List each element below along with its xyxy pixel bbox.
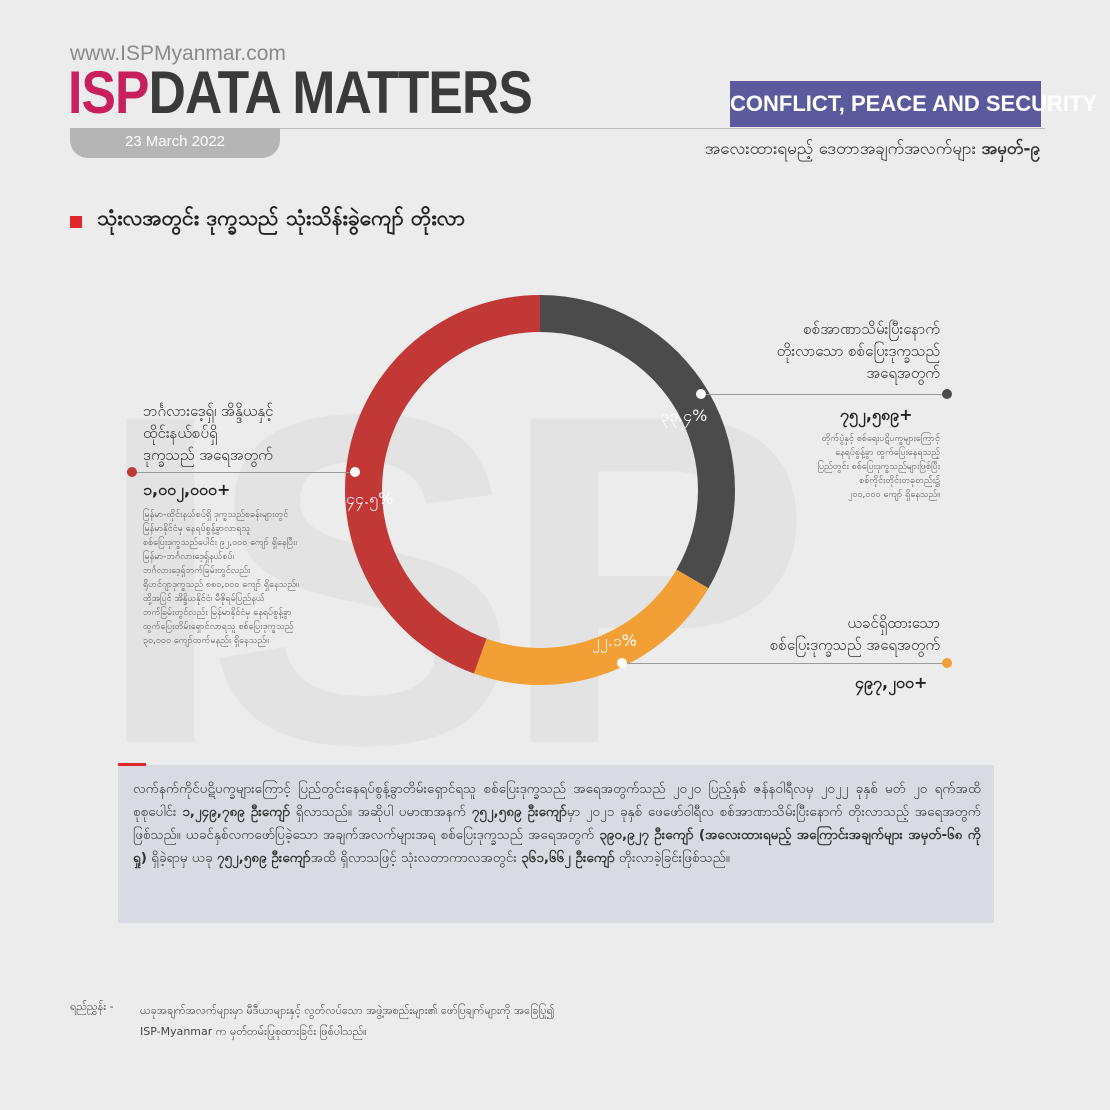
label-border-2: ထိုင်းနယ်စပ်ရှိ	[143, 424, 218, 442]
note-border-7: ထို့အပြင် အိန္ဒိယနိုင်ငံ၊ မီဇိုရမ်ပြည်နယ…	[143, 594, 265, 604]
note-border-9: ထွက်ပြေးတိမ်းရှောင်လာရသူ စစ်ပြေးဒုက္ခသည်	[143, 622, 294, 632]
endpoint-border	[127, 467, 137, 477]
summary-paragraph: လက်နက်ကိုင်ပဋိပက္ခများကြောင့် ပြည်တွင်းန…	[133, 778, 981, 870]
note-border-2: မြန်မာနိုင်ငံမှ နေရပ်စွန့်ခွာလာရသူ	[143, 524, 251, 534]
label-border-3: ဒုက္ခသည် အရေအတွက်	[143, 446, 273, 464]
note-border-1: မြန်မာ-ထိုင်းနယ်စပ်ရှိ ဒုက္ခသည်စခန်းများ…	[143, 510, 289, 520]
summary-text-5: အထိ ရှိလာသဖြင့် သုံးလတာကာလအတွင်း	[310, 850, 522, 866]
note-post-coup-3: ပြည်တွင်း စစ်ပြေးဒုက္ခသည်များဖြစ်ပြီး	[817, 462, 940, 472]
marker-previous	[617, 658, 627, 668]
note-post-coup: တိုက်ပွဲနှင့် စစ်ရေးပဋိပက္ခများကြောင့် န…	[775, 432, 940, 502]
note-border: မြန်မာ-ထိုင်းနယ်စပ်ရှိ ဒုက္ခသည်စခန်းများ…	[143, 508, 343, 648]
pct-post-coup: ၃၃.၄%	[660, 406, 708, 425]
source-label: ရည်ညွှန်း -	[70, 1000, 114, 1013]
note-post-coup-4: စစ်ကိုင်းတိုင်းတခုတည်း၌	[859, 476, 940, 486]
endpoint-previous	[942, 658, 952, 668]
callout-post-coup: စစ်အာဏာသိမ်းပြီးနောက် တိုးလာသော စစ်ပြေးဒ…	[710, 318, 940, 384]
summary-accent	[118, 763, 146, 766]
summary-text-4: ရှိခဲ့ရာမှ ယခု	[146, 850, 217, 866]
leader-previous	[627, 663, 944, 664]
callout-previous: ယခင်ရှိထားသော စစ်ပြေးဒုက္ခသည် အရေအတွက်	[710, 612, 940, 656]
summary-bold-post-coup: ၇၅၂,၅၈၉ ဦးကျော်	[471, 804, 567, 820]
label-post-coup-2: တိုးလာသော စစ်ပြေးဒုက္ခသည်	[776, 342, 940, 360]
section-title: သုံးလအတွင်း ဒုက္ခသည် သုံးသိန်းခွဲကျော် တ…	[97, 206, 466, 230]
series-label: အလေးထားရမည့် ဒေတာအချက်အလက်များ အမှတ်-၉	[705, 138, 1040, 163]
summary-bold-current: ၇၅၂,၅၈၉ ဦးကျော်	[216, 850, 311, 866]
pct-border: ၄၄.၅%	[346, 489, 394, 508]
marker-post-coup	[696, 389, 706, 399]
summary-text-6: တိုးလာခဲ့ခြင်းဖြစ်သည်။	[614, 850, 730, 866]
summary-bold-total: ၁,၂၄၉,၇၈၉ ဦးကျော်	[182, 804, 291, 820]
slice-previous	[473, 569, 709, 685]
slice-border	[345, 295, 540, 674]
note-post-coup-5: ၂၀၀,၀၀၀ ကျော် ရှိနေသည်။	[848, 490, 940, 500]
source-text: ယခုအချက်အလက်များမှာ မီဒီယာများနှင့် လွတ်…	[140, 1000, 740, 1042]
source-line-2: ISP-Myanmar က မှတ်တမ်းပြုစုထားခြင်း ဖြစ်…	[140, 1025, 367, 1038]
label-post-coup-3: အရေအတွက်	[866, 364, 940, 382]
logo: ISPDATA MATTERS	[68, 59, 533, 126]
note-border-6: ရိုဟင်ဂျာဒုက္ခသည် ၈၈၀,၀၀၀ ကျော် ရှိနေသည်…	[143, 580, 299, 590]
note-post-coup-2: နေရပ်စွန့်ခွာ ထွက်ပြေးနေရသည့်	[835, 448, 940, 458]
series-label-text: အလေးထားရမည့် ဒေတာအချက်အလက်များ	[704, 139, 977, 159]
label-previous-2: စစ်ပြေးဒုက္ခသည် အရေအတွက်	[769, 636, 940, 654]
label-previous-1: ယခင်ရှိထားသော	[847, 614, 940, 632]
summary-box	[118, 765, 994, 923]
summary-bold-previous-report: ၃၉၀,၉၂၇ ဦးကျော် (အလေးထားရမည့် အကြောင်းအခ…	[133, 827, 981, 866]
label-border-1: ဘင်္ဂလားဒေ့ရှ်၊ အိန္ဒိယနှင့်	[143, 402, 274, 420]
donut-chart	[345, 295, 735, 685]
summary-text-2: ရှိလာသည်။ အဆိုပါ ပမာဏအနက်	[290, 804, 472, 820]
note-border-5: ဘင်္ဂလားဒေ့ရှ်ဘက်ခြမ်းတွင်လည်း	[143, 566, 251, 576]
source-line-1: ယခုအချက်အလက်များမှာ မီဒီယာများနှင့် လွတ်…	[140, 1004, 555, 1017]
date-badge: 23 March 2022	[70, 128, 280, 158]
category-banner: CONFLICT, PEACE AND SECURITY	[730, 81, 1097, 127]
note-border-10: ၃၀,၀၀၀ ကျော်ထက်မနည်း ရှိနေသည်။	[143, 636, 269, 646]
logo-data-matters: DATA MATTERS	[148, 59, 533, 126]
summary-text-3: မှာ ၂၀၂၁ ခုနှစ် ဖေဖော်ဝါရီလ စစ်အာဏာသိမ်း…	[133, 804, 981, 843]
section-bullet	[70, 216, 82, 228]
site-url[interactable]: www.ISPMyanmar.com	[70, 42, 286, 65]
value-post-coup: ၇၅၂,၅၈၉+	[840, 405, 913, 424]
label-post-coup-1: စစ်အာဏာသိမ်းပြီးနောက်	[803, 320, 940, 338]
note-border-8: ဘက်ခြမ်းတွင်လည်း မြန်မာနိုင်ငံမှ နေရပ်စွ…	[143, 608, 292, 618]
value-border: ၁,၀၀၂,၀၀၀+	[143, 480, 231, 499]
value-previous: ၄၉၇,၂၀၀+	[855, 673, 928, 692]
leader-post-coup	[706, 394, 944, 395]
summary-text-1: လက်နက်ကိုင်ပဋိပက္ခများကြောင့် ပြည်တွင်းန…	[133, 781, 981, 820]
note-post-coup-1: တိုက်ပွဲနှင့် စစ်ရေးပဋိပက္ခများကြောင့်	[821, 434, 940, 444]
callout-border: ဘင်္ဂလားဒေ့ရှ်၊ အိန္ဒိယနှင့် ထိုင်းနယ်စပ…	[143, 400, 343, 466]
note-border-3: စစ်ပြေးဒုက္ခသည်ပေါင်း ၉၂,၀၀၀ ကျော် ရှိနေ…	[143, 538, 297, 548]
slice-post-coup	[540, 295, 735, 589]
leader-border	[134, 472, 350, 473]
series-number: အမှတ်-၉	[981, 139, 1041, 159]
pct-previous: ၂၂.၁%	[592, 631, 638, 650]
logo-isp: ISP	[68, 59, 149, 126]
note-border-4: မြန်မာ-ဘင်္ဂလားဒေ့ရှ်နယ်စပ်၊	[143, 552, 235, 562]
endpoint-post-coup	[942, 389, 952, 399]
summary-bold-increase: ၃၆၁,၆၆၂ ဦးကျော်	[521, 850, 615, 866]
marker-border	[350, 467, 360, 477]
header-divider	[70, 128, 1045, 129]
